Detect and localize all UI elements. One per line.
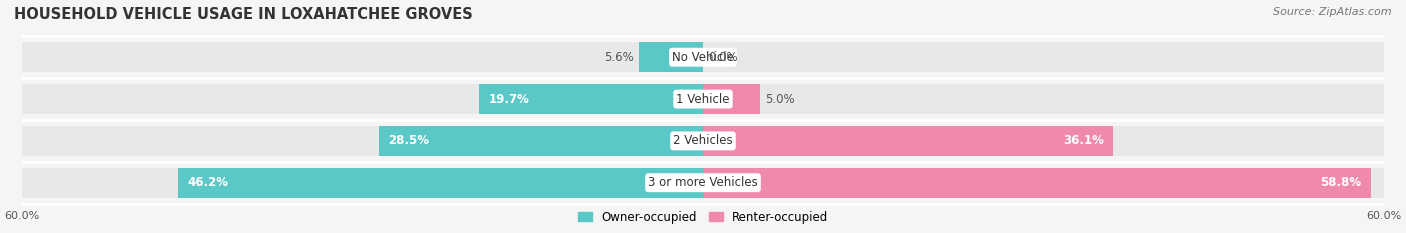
Text: 36.1%: 36.1%	[1063, 134, 1104, 147]
Bar	[21, 84, 703, 114]
Bar	[21, 42, 703, 72]
Bar	[21, 126, 703, 156]
Text: 58.8%: 58.8%	[1320, 176, 1361, 189]
Bar	[703, 84, 1385, 114]
Text: Source: ZipAtlas.com: Source: ZipAtlas.com	[1274, 7, 1392, 17]
Text: 19.7%: 19.7%	[488, 93, 529, 106]
Text: No Vehicle: No Vehicle	[672, 51, 734, 64]
Text: 3 or more Vehicles: 3 or more Vehicles	[648, 176, 758, 189]
Bar	[179, 168, 703, 198]
Bar	[703, 84, 759, 114]
Text: 5.0%: 5.0%	[765, 93, 794, 106]
Bar	[703, 42, 1385, 72]
Text: 5.6%: 5.6%	[605, 51, 634, 64]
Text: 28.5%: 28.5%	[388, 134, 429, 147]
Text: 1 Vehicle: 1 Vehicle	[676, 93, 730, 106]
Bar	[703, 126, 1114, 156]
Bar	[21, 168, 703, 198]
Bar	[479, 84, 703, 114]
Bar	[703, 168, 1371, 198]
Text: HOUSEHOLD VEHICLE USAGE IN LOXAHATCHEE GROVES: HOUSEHOLD VEHICLE USAGE IN LOXAHATCHEE G…	[14, 7, 472, 22]
Text: 0.0%: 0.0%	[709, 51, 738, 64]
Bar	[703, 168, 1385, 198]
Bar	[380, 126, 703, 156]
Legend: Owner-occupied, Renter-occupied: Owner-occupied, Renter-occupied	[572, 206, 834, 228]
Bar	[640, 42, 703, 72]
Text: 2 Vehicles: 2 Vehicles	[673, 134, 733, 147]
Bar	[703, 126, 1385, 156]
Text: 46.2%: 46.2%	[187, 176, 229, 189]
